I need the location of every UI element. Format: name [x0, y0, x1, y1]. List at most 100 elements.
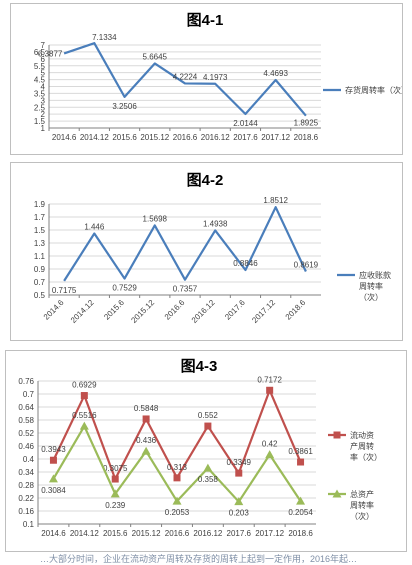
- legend-label: 应收账款: [359, 270, 391, 280]
- x-tick-label: 2015.6: [112, 133, 137, 142]
- data-label: 7.1334: [92, 33, 117, 42]
- x-tick-label: 2017.12: [261, 133, 290, 142]
- legend-label: 周转率: [350, 500, 374, 510]
- data-label: 0.6929: [72, 381, 97, 390]
- x-tick-label: 2014.6: [41, 529, 66, 538]
- x-tick-label: 2018.6: [288, 529, 313, 538]
- data-point: [204, 423, 211, 430]
- x-tick-label: 2018.6: [294, 133, 319, 142]
- data-label: 0.7529: [112, 284, 137, 293]
- data-point: [143, 415, 150, 422]
- data-label: 1.8512: [263, 196, 288, 205]
- data-point: [297, 459, 304, 466]
- y-tick-label: 0.28: [18, 481, 34, 490]
- y-tick-label: 0.76: [18, 377, 34, 386]
- x-tick-label: 2017.12: [255, 529, 284, 538]
- data-point: [266, 387, 273, 394]
- x-tick-label: 2014.12: [80, 133, 109, 142]
- y-tick-label: 0.22: [18, 494, 34, 503]
- legend-label: （次）: [359, 292, 383, 302]
- y-tick-label: 0.7: [23, 390, 35, 399]
- x-tick-label: 2015.12: [132, 529, 161, 538]
- x-tick-label: 2016.12: [190, 298, 217, 325]
- y-tick-label: 0.9: [34, 265, 46, 274]
- data-label: 0.2054: [288, 508, 313, 517]
- legend-label: 总资产: [350, 489, 374, 499]
- data-label: 4.4693: [263, 69, 288, 78]
- x-tick-label: 2016.12: [201, 133, 230, 142]
- data-label: 0.3075: [103, 464, 128, 473]
- x-tick-label: 2014.6: [52, 133, 77, 142]
- data-label: 2.0144: [233, 119, 258, 128]
- data-label: 6.3877: [38, 49, 63, 58]
- data-point: [142, 447, 151, 455]
- data-label: 0.203: [229, 509, 250, 518]
- data-label: 0.5848: [134, 404, 159, 413]
- x-tick-label: 2014.12: [70, 529, 99, 538]
- legend-marker: [334, 432, 341, 439]
- x-tick-label: 2016.6: [173, 133, 198, 142]
- y-tick-label: 1.7: [34, 213, 46, 222]
- legend-label: 率（次）: [350, 452, 382, 462]
- data-label: 0.3349: [227, 458, 252, 467]
- legend-label: 周转率: [359, 281, 383, 291]
- x-tick-label: 2015.12: [129, 298, 156, 325]
- y-tick-label: 0.5: [34, 291, 46, 300]
- data-label: 0.7175: [52, 286, 77, 295]
- data-label: 0.7172: [257, 375, 282, 384]
- data-label: 3.2506: [112, 102, 137, 111]
- data-label: 0.8846: [233, 259, 258, 268]
- data-label: 0.42: [262, 440, 278, 449]
- chart-title: 图4-3: [181, 358, 218, 375]
- y-tick-label: 1.5: [34, 226, 46, 235]
- legend-label: 存货周转率（次）: [345, 85, 402, 95]
- data-point: [50, 457, 57, 464]
- x-tick-label: 2015.6: [103, 529, 128, 538]
- data-label: 1.5698: [143, 214, 168, 223]
- x-tick-label: 2016.6: [165, 529, 190, 538]
- data-label: 0.313: [167, 463, 188, 472]
- data-label: 0.552: [198, 411, 219, 420]
- data-point: [235, 470, 242, 477]
- data-label: 0.3861: [288, 447, 313, 456]
- y-tick-label: 0.34: [18, 468, 34, 477]
- x-tick-label: 2014.12: [69, 298, 96, 325]
- x-tick-label: 2016.6: [163, 298, 187, 322]
- x-tick-label: 2017.6: [223, 298, 247, 322]
- x-tick-label: 2014.6: [42, 298, 66, 322]
- x-tick-label: 2017.6: [233, 133, 258, 142]
- x-tick-label: 2015.6: [102, 298, 126, 322]
- chart-4-3: 图4-30.10.160.220.280.340.40.460.520.580.…: [6, 351, 406, 551]
- data-label: 0.239: [105, 501, 126, 510]
- data-label: 0.3943: [41, 445, 66, 454]
- data-point: [265, 450, 274, 458]
- data-label: 4.1973: [203, 73, 228, 82]
- y-tick-label: 1.9: [34, 200, 46, 209]
- y-tick-label: 0.46: [18, 442, 34, 451]
- data-point: [203, 464, 212, 472]
- data-point: [80, 422, 89, 430]
- y-tick-label: 0.7: [34, 278, 46, 287]
- data-label: 4.2224: [173, 72, 198, 81]
- data-label: 0.8619: [294, 260, 319, 269]
- data-label: 5.6645: [143, 52, 168, 61]
- x-tick-label: 2017.6: [227, 529, 252, 538]
- series-line: [64, 207, 306, 281]
- data-label: 0.2053: [165, 508, 190, 517]
- data-point: [81, 392, 88, 399]
- data-label: 0.5516: [72, 411, 97, 420]
- y-tick-label: 1.3: [34, 239, 46, 248]
- data-label: 1.4938: [203, 219, 228, 228]
- legend-label: 流动资: [350, 430, 374, 440]
- y-tick-label: 1.1: [34, 252, 46, 261]
- data-label: 0.3084: [41, 486, 66, 495]
- x-tick-label: 2015.12: [140, 133, 169, 142]
- data-point: [112, 476, 119, 483]
- data-label: 0.7357: [173, 285, 198, 294]
- y-tick-label: 0.16: [18, 507, 34, 516]
- chart-title: 图4-1: [187, 12, 224, 29]
